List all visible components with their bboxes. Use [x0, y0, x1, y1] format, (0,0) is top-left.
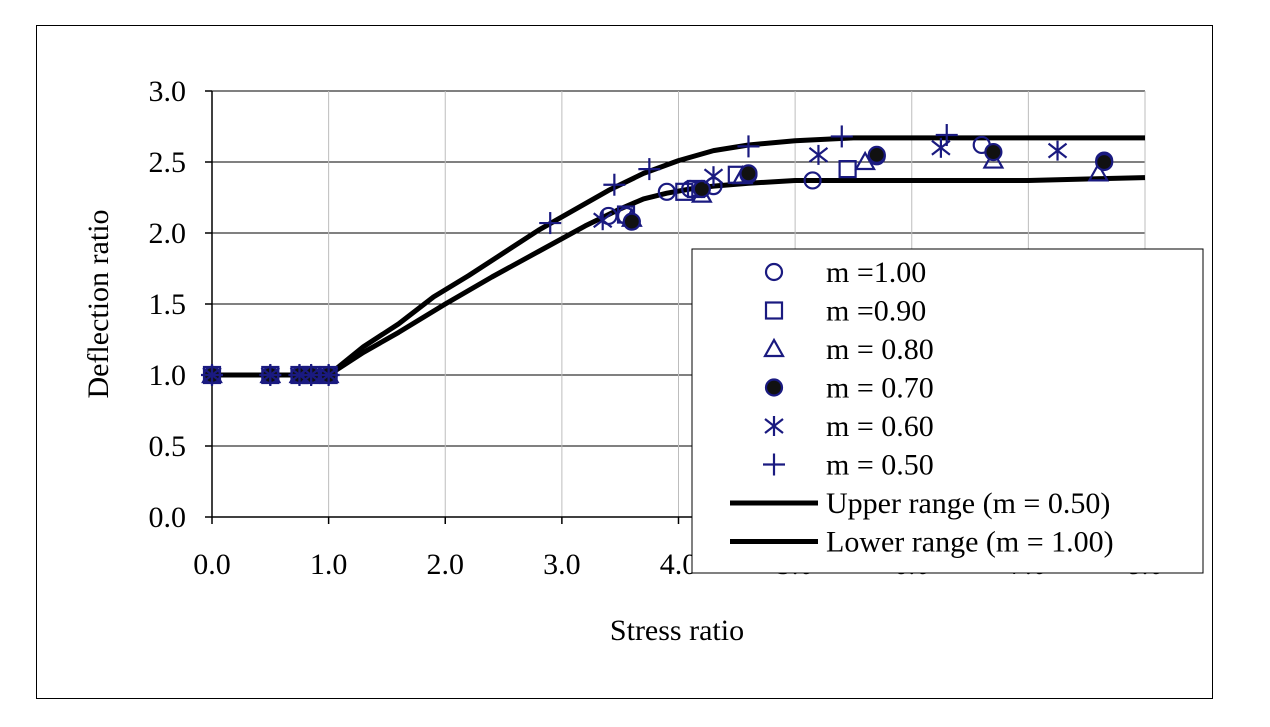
- legend-marker: [764, 378, 784, 397]
- x-tick-label: 2.0: [427, 548, 465, 581]
- data-point: [675, 182, 694, 201]
- data-point: [657, 182, 676, 201]
- y-tick-label: 2.5: [149, 146, 187, 179]
- data-point: [692, 179, 711, 199]
- chart-frame: [36, 25, 1213, 699]
- data-point: [854, 150, 876, 171]
- data-point: [1087, 162, 1110, 182]
- legend-label: m = 0.60: [826, 410, 934, 443]
- y-tick-label: 1.0: [149, 359, 187, 392]
- data-point: [703, 166, 724, 187]
- legend-label: m = 0.50: [826, 449, 934, 482]
- data-point: [838, 160, 857, 179]
- data-point: [317, 364, 340, 386]
- data-point: [603, 173, 626, 196]
- y-tick-label: 0.0: [149, 501, 187, 534]
- data-point: [1095, 152, 1114, 172]
- legend-label: m =0.90: [826, 295, 926, 328]
- y-tick-label: 0.5: [149, 430, 187, 463]
- legend-entry: m = 0.50: [763, 449, 934, 482]
- x-tick-label: 0.0: [193, 548, 231, 581]
- legend-marker: [764, 301, 784, 320]
- x-tick-label: 3.0: [543, 548, 581, 581]
- legend-entry: m =0.90: [764, 295, 926, 328]
- legend-marker: [763, 453, 785, 476]
- legend-box: [691, 248, 1204, 574]
- data-point: [539, 212, 562, 235]
- x-tick-label: 4.0: [660, 548, 698, 581]
- curve-layer: [212, 135, 1146, 378]
- x-tick-label: 1.0: [310, 548, 348, 581]
- data-point: [201, 364, 223, 386]
- data-point: [259, 364, 282, 386]
- data-point: [984, 142, 1003, 162]
- data-point: [803, 171, 822, 190]
- legend-label: m =1.00: [826, 256, 926, 289]
- data-point: [638, 158, 661, 181]
- legend-entry: Lower range (m = 1.00): [730, 526, 1114, 559]
- legend-entry: m = 0.60: [764, 410, 934, 443]
- data-point: [867, 145, 886, 164]
- data-point: [739, 164, 758, 183]
- y-tick-label: 2.0: [149, 217, 187, 250]
- legend-label: Upper range (m = 0.50): [826, 487, 1110, 520]
- legend: m =1.00 m =0.90 m = 0.80 m = 0.70 m = 0.60 m …: [691, 248, 1204, 574]
- legend-marker: [764, 262, 784, 282]
- legend-marker: [764, 416, 784, 436]
- range-curve: [212, 135, 1145, 378]
- y-tick-label: 1.5: [149, 288, 187, 321]
- legend-label: Lower range (m = 1.00): [826, 526, 1114, 559]
- legend-entry: Upper range (m = 0.50): [730, 487, 1110, 520]
- data-point: [737, 135, 760, 158]
- data-point: [830, 125, 853, 148]
- legend-label: m = 0.70: [826, 372, 934, 405]
- data-point: [593, 210, 613, 231]
- y-axis-title: Deflection ratio: [82, 209, 115, 398]
- marker-layer: [201, 124, 1114, 386]
- y-tick-label: 3.0: [149, 75, 187, 108]
- data-point: [622, 212, 641, 231]
- data-point: [1047, 140, 1068, 161]
- range-curve: [212, 175, 1146, 378]
- legend-entry: m = 0.80: [763, 333, 934, 366]
- legend-label: m = 0.80: [826, 333, 934, 366]
- legend-entry: m =1.00: [764, 256, 926, 289]
- tick-layer: 0.01.02.03.04.05.06.07.08.00.00.51.01.52…: [149, 75, 1164, 581]
- legend-entry: m = 0.70: [764, 372, 934, 405]
- data-point: [808, 144, 829, 165]
- data-point: [935, 124, 958, 147]
- legend-marker: [763, 337, 785, 358]
- x-axis-title: Stress ratio: [610, 614, 744, 647]
